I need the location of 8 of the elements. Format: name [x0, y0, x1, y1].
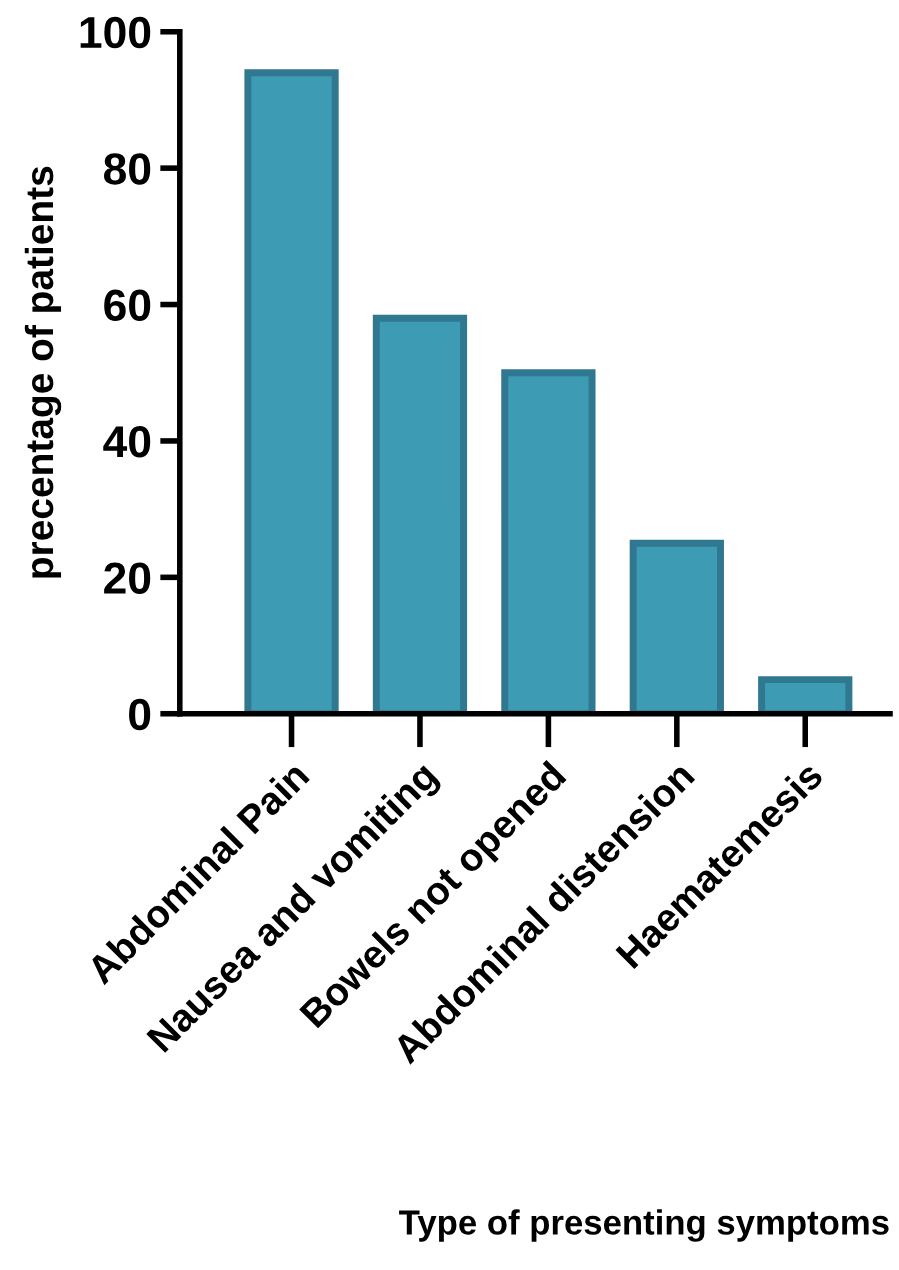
y-tick-label: 20 [104, 562, 151, 594]
y-tick-label: 80 [104, 153, 151, 185]
y-tick-label: 60 [104, 289, 151, 322]
y-tick-label: 40 [103, 426, 151, 458]
y-tick-label: 100 [80, 16, 151, 49]
y-axis-title: precentage of patients [24, 166, 62, 578]
y-tick-label: 0 [129, 698, 151, 731]
x-axis-title: Type of presenting symptoms [399, 1209, 889, 1242]
